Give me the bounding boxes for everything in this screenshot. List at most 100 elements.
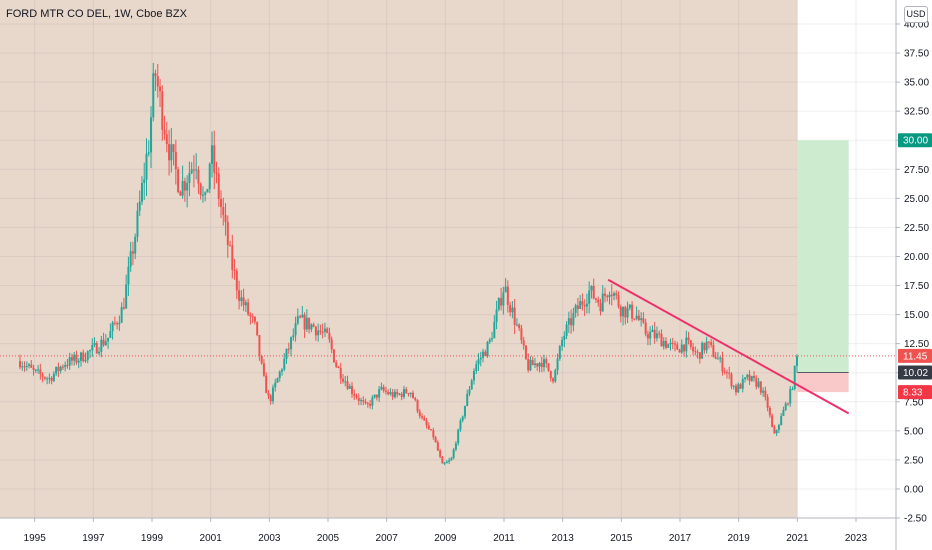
candle-body <box>771 415 774 427</box>
candle-body <box>34 369 37 371</box>
candle-body <box>407 393 410 395</box>
y-tick-label: 12.50 <box>904 339 929 350</box>
candle-body <box>549 370 552 379</box>
candle-body <box>326 328 329 333</box>
candle-body <box>249 314 252 317</box>
candle-body <box>660 333 663 347</box>
entry-price-label: 10.02 <box>903 368 928 379</box>
candle-body <box>161 91 164 130</box>
candle-body <box>66 365 69 367</box>
x-tick-label: 2009 <box>434 533 457 544</box>
candle-body <box>522 340 525 346</box>
candle-body <box>574 305 577 314</box>
candle-body <box>662 340 665 347</box>
candle-body <box>199 183 202 196</box>
candle-body <box>319 330 322 332</box>
candle-body <box>658 333 661 335</box>
candle-body <box>186 182 189 191</box>
candle-body <box>782 410 785 416</box>
candle-body <box>328 332 331 340</box>
candle-body <box>432 430 435 438</box>
candle-body <box>495 309 498 322</box>
candle-body <box>204 192 207 195</box>
candle-body <box>195 169 198 171</box>
candle-body <box>93 343 96 346</box>
candle-body <box>692 346 695 352</box>
candle-body <box>82 352 85 362</box>
candle-body <box>235 270 238 291</box>
candle-body <box>558 346 561 359</box>
x-tick-label: 1995 <box>24 533 47 544</box>
candle-body <box>552 378 555 382</box>
candle-body <box>518 324 521 329</box>
candle-body <box>653 329 656 339</box>
candle-body <box>48 377 51 379</box>
candle-body <box>170 144 173 161</box>
candle-body <box>188 173 191 183</box>
candle-body <box>107 337 110 342</box>
target-price-label: 30.00 <box>903 136 928 147</box>
candle-body <box>714 356 717 359</box>
candle-body <box>75 354 78 363</box>
candle-body <box>131 251 134 254</box>
candle-body <box>463 405 466 417</box>
candle-body <box>111 322 114 332</box>
candle-body <box>470 380 473 390</box>
candle-body <box>55 366 58 374</box>
candle-body <box>445 461 448 464</box>
candle-body <box>712 344 715 357</box>
candle-body <box>159 86 162 92</box>
candle-body <box>635 315 638 319</box>
candle-body <box>242 297 245 306</box>
candle-body <box>624 306 627 318</box>
candle-body <box>764 390 767 398</box>
candle-body <box>337 366 340 368</box>
candle-body <box>238 290 241 301</box>
candle-body <box>364 401 367 404</box>
candle-body <box>217 173 220 199</box>
candle-body <box>543 359 546 368</box>
candle-body <box>278 371 281 379</box>
candle-body <box>335 362 338 367</box>
candle-body <box>734 385 737 393</box>
candle-body <box>617 295 620 307</box>
candle-body <box>626 308 629 318</box>
candle-body <box>730 373 733 387</box>
candle-body <box>229 245 232 247</box>
x-tick-label: 2021 <box>786 533 809 544</box>
candle-body <box>590 285 593 291</box>
candle-body <box>190 169 193 174</box>
candle-body <box>299 316 302 318</box>
y-tick-label: 2.50 <box>904 455 924 466</box>
candle-body <box>68 357 71 366</box>
candle-body <box>382 386 385 391</box>
candle-body <box>786 403 789 405</box>
candle-body <box>423 417 426 421</box>
candle-body <box>613 293 616 296</box>
candle-body <box>210 145 213 164</box>
candle-body <box>421 416 424 418</box>
candle-body <box>721 357 724 372</box>
candle-body <box>281 369 284 372</box>
candle-body <box>671 342 674 344</box>
candle-body <box>150 117 153 153</box>
x-tick-label: 2003 <box>258 533 281 544</box>
candle-body <box>622 306 625 317</box>
candle-body <box>84 359 87 362</box>
candle-body <box>197 169 200 184</box>
candle-body <box>120 307 123 323</box>
candle-body <box>500 298 503 306</box>
candle-body <box>375 394 378 398</box>
last-price-badge <box>898 348 932 363</box>
candle-body <box>563 335 566 340</box>
currency-button[interactable]: USD <box>904 6 928 23</box>
candle-body <box>19 361 21 368</box>
candle-body <box>538 362 541 367</box>
candle-body <box>594 298 597 300</box>
candle-body <box>664 340 667 348</box>
candle-body <box>258 335 261 356</box>
candle-body <box>599 302 602 312</box>
candle-body <box>685 337 688 352</box>
